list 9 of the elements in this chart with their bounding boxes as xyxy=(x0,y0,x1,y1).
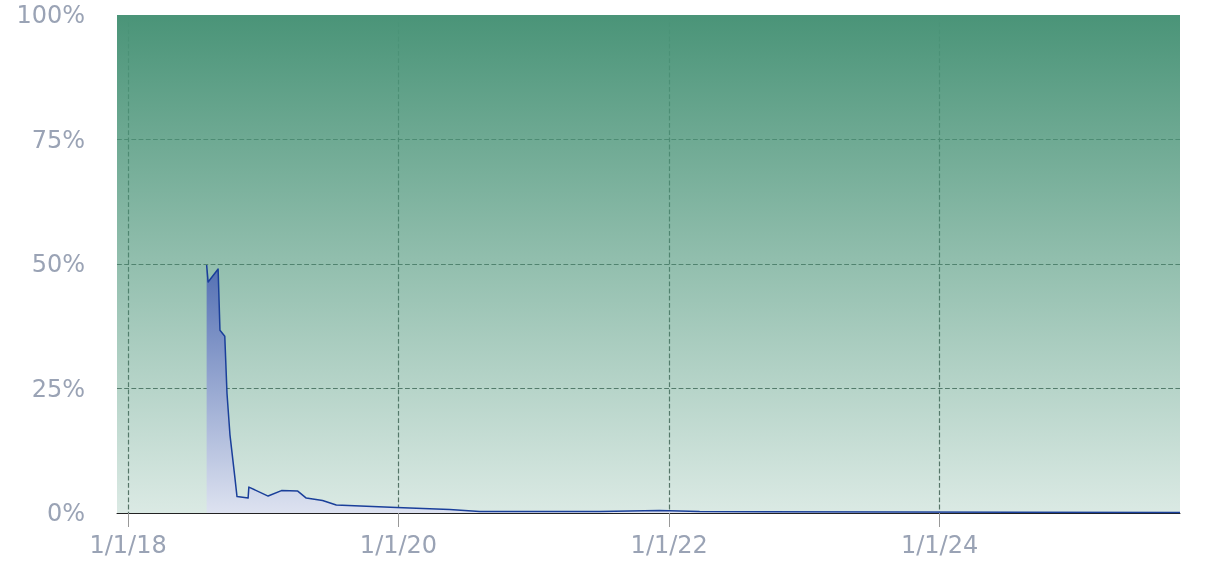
y-tick-label: 25% xyxy=(31,374,85,403)
y-tick-label: 75% xyxy=(31,125,85,154)
y-tick-label: 50% xyxy=(31,250,85,278)
x-tick-label: 1/1/24 xyxy=(901,531,979,559)
y-tick-label: 100% xyxy=(16,1,85,29)
x-tick-label: 1/1/22 xyxy=(630,531,708,559)
x-tick-label: 1/1/20 xyxy=(359,531,438,559)
y-tick-label: 0% xyxy=(46,499,85,527)
x-tick-label: 1/1/18 xyxy=(89,531,167,559)
